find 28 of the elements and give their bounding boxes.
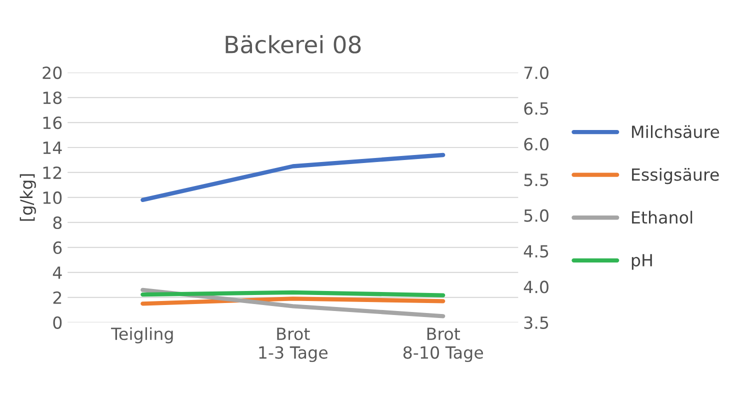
y-tick-label: 10 bbox=[43, 191, 62, 204]
y-tick-label: 0 bbox=[53, 316, 62, 329]
y-axis-title: [g/kg] bbox=[20, 174, 36, 221]
y-tick-label: 4 bbox=[52, 266, 62, 279]
y2-tick-label: 4.5 bbox=[524, 245, 548, 258]
y2-tick-label: 4.0 bbox=[524, 280, 548, 294]
y2-tick-label: 7.0 bbox=[524, 66, 548, 80]
y-tick-label: 8 bbox=[53, 216, 62, 230]
y-tick-label: 16 bbox=[43, 116, 62, 130]
y-tick-label: 14 bbox=[43, 142, 62, 154]
legend-label: pH bbox=[632, 254, 652, 270]
x-tick-label: Brot 1-3 Tage bbox=[259, 328, 328, 362]
y2-tick-label: 5.5 bbox=[524, 174, 548, 186]
y-tick-label: 20 bbox=[42, 66, 62, 80]
legend-label: Milchsäure bbox=[632, 125, 720, 138]
legend-label: Ethanol bbox=[632, 210, 692, 224]
chart-title: Bäckerei 08 bbox=[226, 35, 361, 54]
x-tick-label: Teigling bbox=[111, 327, 173, 344]
y-tick-label: 18 bbox=[43, 91, 62, 104]
y-tick-label: 12 bbox=[43, 166, 62, 179]
y2-tick-label: 6.5 bbox=[524, 102, 548, 115]
y2-tick-label: 6.0 bbox=[524, 138, 548, 150]
legend-label: Essigsäure bbox=[632, 168, 719, 184]
x-tick-label: Brot 8-10 Tage bbox=[403, 328, 484, 362]
y2-tick-label: 3.5 bbox=[524, 316, 548, 329]
y-tick-label: 2 bbox=[53, 291, 62, 304]
y2-tick-label: 5.0 bbox=[524, 209, 548, 222]
y-tick-label: 6 bbox=[53, 241, 62, 254]
